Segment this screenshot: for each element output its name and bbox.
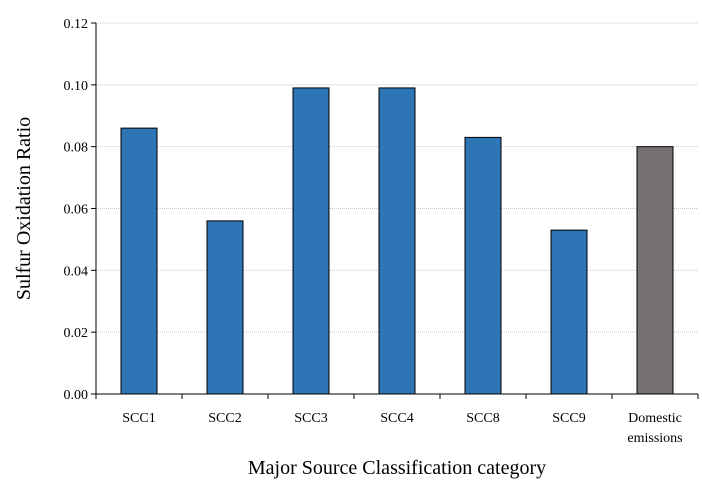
x-tick-label-line: SCC8 — [466, 411, 499, 426]
y-tick-label: 0.04 — [64, 264, 89, 279]
x-tick-label-line: SCC3 — [294, 411, 327, 426]
x-tick-label: SCC8 — [466, 411, 499, 426]
y-tick-label: 0.00 — [64, 388, 89, 403]
axes — [91, 22, 699, 399]
bar — [378, 87, 416, 395]
x-axis-title: Major Source Classification category — [248, 457, 546, 479]
x-tick-label: SCC1 — [122, 411, 155, 426]
x-tick-label: SCC9 — [552, 411, 585, 426]
x-tick-label: SCC4 — [380, 411, 413, 426]
bar — [464, 136, 502, 395]
x-tick-label: SCC2 — [208, 411, 241, 426]
x-tick-label-line: SCC9 — [552, 411, 585, 426]
bar — [550, 229, 588, 395]
x-tick-label-line: SCC2 — [208, 411, 241, 426]
x-tick-label: Domestic emissions — [627, 411, 682, 446]
bar — [636, 146, 674, 395]
x-tick-label: SCC3 — [294, 411, 327, 426]
y-tick-label: 0.10 — [64, 79, 89, 94]
x-tick-label-line: SCC4 — [380, 411, 413, 426]
bars — [120, 87, 674, 395]
bar — [206, 220, 244, 395]
x-tick-label-line: Domestic — [628, 411, 682, 426]
y-tick-labels: 0.00 0.02 0.04 0.06 0.08 0.10 0.12 — [64, 17, 89, 403]
bar — [120, 127, 158, 395]
x-tick-labels: SCC1 SCC2 SCC3 SCC4 SCC8 SCC9 Domestic emission… — [122, 411, 682, 446]
y-tick-label: 0.08 — [64, 141, 89, 156]
y-tick-label: 0.12 — [64, 17, 89, 32]
y-axis-title: Sulfur Oxidation Ratio — [13, 117, 35, 300]
y-tick-label: 0.06 — [64, 203, 89, 218]
y-tick-label: 0.02 — [64, 326, 89, 341]
x-tick-label-line: SCC1 — [122, 411, 155, 426]
x-tick-label-line: emissions — [627, 431, 682, 446]
bar — [292, 87, 330, 395]
